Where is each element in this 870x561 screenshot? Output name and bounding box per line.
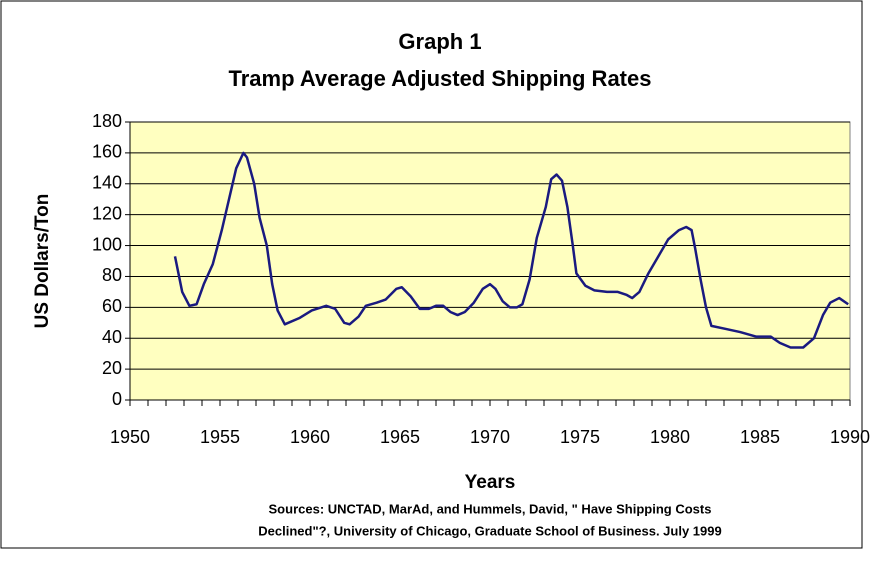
x-tick-label: 1970 [470, 427, 510, 447]
x-tick-label: 1955 [200, 427, 240, 447]
x-tick-label: 1980 [650, 427, 690, 447]
y-axis-label: US Dollars/Ton [32, 194, 53, 329]
source-note: Declined"?, University of Chicago, Gradu… [258, 523, 721, 538]
y-tick-label: 180 [92, 111, 122, 131]
source-note: Sources: UNCTAD, MarAd, and Hummels, Dav… [269, 501, 712, 516]
x-tick-label: 1965 [380, 427, 420, 447]
x-tick-label: 1950 [110, 427, 150, 447]
y-tick-label: 80 [102, 265, 122, 285]
x-tick-label: 1990 [830, 427, 870, 447]
chart-title: Tramp Average Adjusted Shipping Rates [229, 66, 652, 91]
x-axis-label: Years [465, 472, 516, 493]
y-tick-label: 100 [92, 234, 122, 254]
y-tick-label: 20 [102, 358, 122, 378]
x-tick-label: 1985 [740, 427, 780, 447]
y-tick-label: 140 [92, 173, 122, 193]
x-tick-label: 1975 [560, 427, 600, 447]
data-line [173, 151, 849, 349]
chart-title: Graph 1 [398, 29, 481, 54]
y-tick-label: 40 [102, 327, 122, 347]
y-tick-label: 0 [112, 389, 122, 409]
y-tick-label: 120 [92, 203, 122, 223]
y-tick-label: 160 [92, 142, 122, 162]
y-tick-label: 60 [102, 296, 122, 316]
x-tick-label: 1960 [290, 427, 330, 447]
